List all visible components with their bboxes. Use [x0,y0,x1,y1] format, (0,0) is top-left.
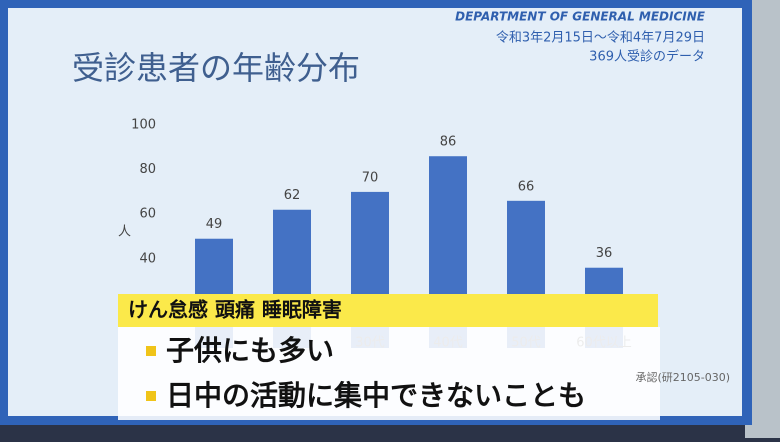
data-label: 36 [596,246,613,261]
caption: けん怠感 頭痛 睡眠障害 子供にも多い 日中の活動に集中できないことも [118,294,660,420]
data-label: 70 [362,170,379,185]
caption-headline: けん怠感 頭痛 睡眠障害 [128,298,342,322]
subtitle: 令和3年2月15日～令和4年7月29日 [496,31,705,46]
caption-headline-bg [118,294,658,327]
bullet [146,391,156,401]
subtitle: 369人受診のデータ [589,49,705,65]
data-label: 66 [518,179,535,194]
caption-box [118,327,660,420]
caption-bullet: 子供にも多い [166,334,334,367]
y-tick-label: 100 [131,118,156,133]
data-label: 49 [206,217,223,232]
caption-bullet: 日中の活動に集中できないことも [166,379,586,412]
department: DEPARTMENT OF GENERAL MEDICINE [455,10,706,24]
bullet [146,346,156,356]
data-label: 62 [284,188,301,203]
chart-title: 受診患者の年齢分布 [72,49,360,87]
y-tick-label: 60 [139,207,156,222]
y-tick-label: 80 [139,162,156,177]
approval-note: 承認(研2105-030) [635,370,730,384]
y-tick-label: 40 [139,251,156,266]
data-label: 86 [440,135,457,150]
y-axis-label: 人 [118,225,131,240]
